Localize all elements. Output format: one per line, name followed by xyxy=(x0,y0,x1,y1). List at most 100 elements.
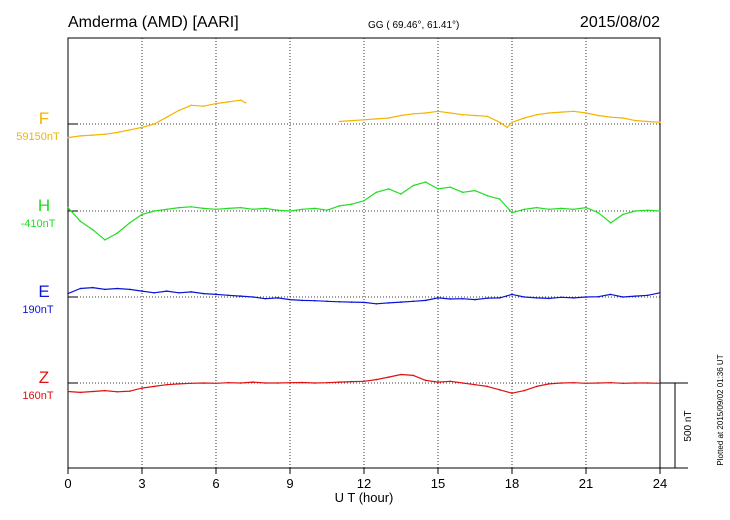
data-point-E xyxy=(67,292,69,295)
x-tick-label-15: 15 xyxy=(431,476,445,491)
data-point-H xyxy=(252,208,254,211)
data-point-E xyxy=(252,296,254,298)
data-point-H xyxy=(326,209,328,211)
data-point-Z xyxy=(350,380,353,383)
data-point-E xyxy=(486,297,489,300)
data-point-F xyxy=(375,118,378,120)
data-point-H xyxy=(338,205,341,207)
data-point-Z xyxy=(474,383,476,386)
data-point-E xyxy=(424,299,427,302)
data-point-H xyxy=(239,206,242,209)
data-point-Z xyxy=(597,382,600,384)
data-point-F xyxy=(128,129,131,131)
data-point-E xyxy=(215,293,217,296)
data-point-E xyxy=(449,298,452,300)
data-point-Z xyxy=(535,385,538,388)
baseline-gridlines xyxy=(68,123,660,384)
data-point-E xyxy=(646,294,649,297)
series-baseline-E: 190nT xyxy=(22,304,53,316)
data-point-E xyxy=(498,297,501,299)
data-point-E xyxy=(79,287,82,290)
data-point-H xyxy=(412,184,415,187)
data-point-H xyxy=(67,206,69,209)
data-point-F xyxy=(202,105,205,107)
data-point-H xyxy=(128,222,131,224)
data-point-Z xyxy=(215,382,217,385)
data-point-Z xyxy=(128,390,131,393)
data-point-Z xyxy=(498,389,501,391)
series-line-H xyxy=(67,181,661,241)
data-point-Z xyxy=(141,387,143,389)
data-point-H xyxy=(104,239,106,241)
data-point-H xyxy=(560,207,563,210)
data-point-Z xyxy=(165,383,168,386)
data-point-Z xyxy=(326,381,328,384)
data-point-H xyxy=(276,209,279,211)
data-point-F xyxy=(474,114,476,117)
data-point-H xyxy=(202,207,205,210)
data-point-F xyxy=(449,112,452,114)
data-point-H xyxy=(153,210,156,212)
data-point-E xyxy=(128,288,131,291)
data-point-Z xyxy=(412,374,415,377)
data-point-H xyxy=(165,208,168,211)
data-point-Z xyxy=(449,380,452,383)
data-point-H xyxy=(548,208,550,211)
data-point-E xyxy=(289,298,291,301)
data-point-Z xyxy=(622,382,624,385)
data-point-F xyxy=(141,126,143,129)
vertical-gridlines xyxy=(141,38,587,468)
data-point-H xyxy=(350,203,353,205)
data-point-Z xyxy=(585,382,587,385)
series-baseline-H: -410nT xyxy=(21,218,56,230)
data-point-H xyxy=(400,193,402,195)
data-point-H xyxy=(634,210,637,212)
x-axis-label: U T (hour) xyxy=(335,490,394,505)
data-point-Z xyxy=(264,382,267,384)
data-point-Z xyxy=(572,381,575,384)
data-point-E xyxy=(165,290,168,292)
data-point-E xyxy=(104,288,106,291)
data-point-Z xyxy=(116,391,119,393)
data-point-H xyxy=(424,181,427,183)
data-point-F xyxy=(244,102,247,104)
data-point-H xyxy=(363,200,365,202)
data-point-Z xyxy=(67,390,69,393)
data-point-H xyxy=(646,209,649,211)
date-label: 2015/08/02 xyxy=(580,14,660,31)
data-point-H xyxy=(178,206,180,209)
data-point-E xyxy=(535,297,538,299)
data-point-F xyxy=(215,102,217,105)
data-point-Z xyxy=(202,382,205,384)
data-point-F xyxy=(338,120,341,123)
data-point-F xyxy=(572,110,575,113)
data-point-Z xyxy=(511,392,513,395)
data-point-F xyxy=(634,119,637,122)
data-point-Z xyxy=(79,391,82,394)
data-point-H xyxy=(437,188,439,190)
data-point-E xyxy=(190,291,193,293)
data-point-E xyxy=(461,297,464,300)
data-point-E xyxy=(585,296,587,298)
data-point-E xyxy=(301,299,304,302)
data-point-F xyxy=(659,121,661,124)
data-point-F xyxy=(585,112,587,114)
data-point-F xyxy=(424,112,427,114)
data-point-Z xyxy=(375,378,378,381)
plotted-at-note: Plotted at 2015/09/02 01:36 UT xyxy=(716,354,725,465)
data-point-E xyxy=(523,296,526,298)
data-point-H xyxy=(190,206,193,208)
data-point-E xyxy=(597,295,600,298)
data-point-Z xyxy=(313,382,316,384)
x-tick-label-12: 12 xyxy=(357,476,371,491)
data-point-Z xyxy=(252,381,254,383)
data-point-E xyxy=(91,286,94,289)
data-point-E xyxy=(116,287,119,290)
data-point-H xyxy=(313,207,316,210)
x-tick-label-3: 3 xyxy=(138,476,145,491)
plot-frame xyxy=(67,37,661,469)
data-point-H xyxy=(375,191,378,194)
data-point-Z xyxy=(523,389,526,392)
data-point-E xyxy=(227,294,230,297)
x-axis-ticks: 0 3 6 9 12 15 18 21 24 xyxy=(64,468,667,491)
